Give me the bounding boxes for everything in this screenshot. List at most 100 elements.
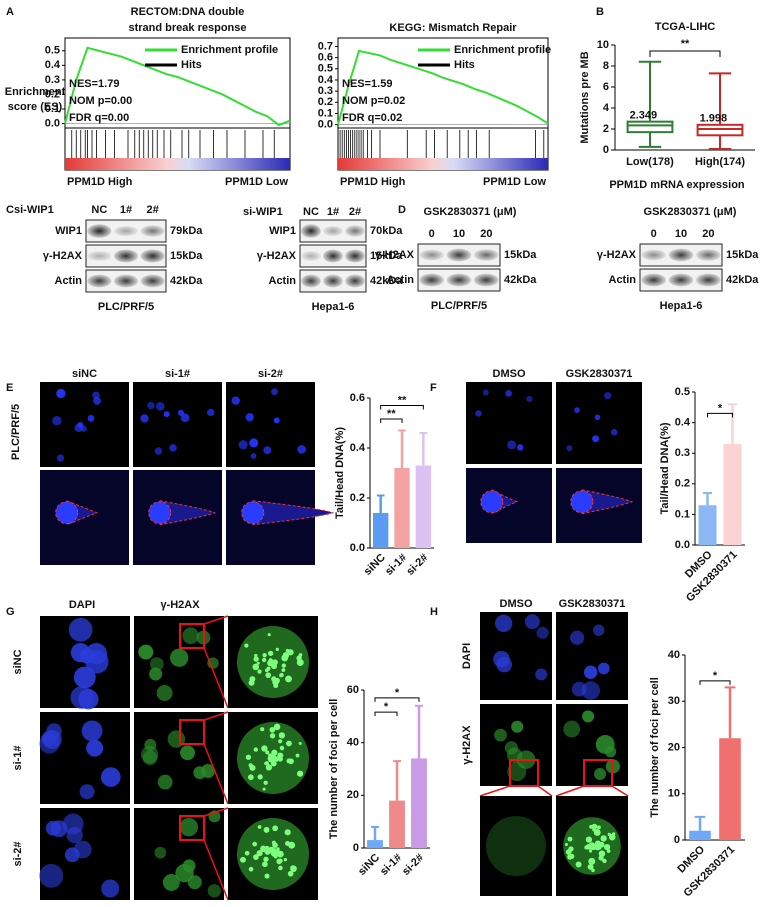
nucleus: [604, 392, 612, 400]
gradient-label: PPM1D Low: [225, 176, 288, 188]
y-tick-label: 30: [668, 695, 680, 707]
lane-label: 10: [675, 228, 687, 240]
cell-line: PLC/PRF/5: [98, 301, 154, 313]
blot-band: [301, 274, 321, 288]
annotation: NOM p=0.00: [69, 95, 132, 107]
annotation: NOM p=0.02: [342, 95, 405, 107]
y-tick-label: 0.5: [675, 386, 690, 398]
nucleus: [138, 644, 154, 660]
nucleus: [162, 873, 180, 891]
focus: [602, 858, 607, 864]
nucleus: [101, 879, 120, 898]
lane-label: 10: [453, 228, 465, 240]
y-tick-label: 0.5: [318, 63, 333, 75]
y-tick-label: 0.4: [45, 59, 61, 71]
blot-band: [446, 273, 472, 287]
focus: [279, 745, 285, 751]
y-tick-label: 0.6: [350, 392, 365, 404]
focus: [272, 825, 278, 832]
blot-title: si-WIP1: [243, 206, 283, 218]
focus: [564, 843, 568, 847]
x-tick-label: High(174): [695, 156, 745, 168]
blot-band: [474, 249, 499, 261]
focus: [260, 727, 265, 732]
y-axis-label: The number of foci per cell: [649, 677, 661, 818]
panel-label: H: [430, 606, 438, 618]
comet-tail: [159, 500, 217, 526]
focus: [286, 740, 292, 747]
significance-label: *: [713, 670, 718, 682]
x-axis-label: PPM1D mRNA expression: [609, 179, 745, 191]
y-tick-label: 2: [603, 123, 609, 135]
nucleus: [526, 395, 533, 403]
nucleus: [154, 447, 163, 455]
row-label: γ-H2AX: [597, 249, 637, 261]
zoom-box: [179, 623, 205, 649]
focus: [247, 774, 254, 781]
significance-bracket: [374, 697, 420, 702]
row-label: γ-H2AX: [375, 249, 415, 261]
nucleus: [245, 412, 254, 422]
nucleus: [207, 884, 221, 898]
focus: [240, 856, 246, 863]
focus: [275, 647, 279, 652]
focus: [262, 861, 268, 868]
blot-band: [345, 249, 365, 263]
comet-head: [55, 501, 79, 525]
y-axis-label: Tail/Head DNA(%): [659, 422, 671, 514]
focus: [283, 857, 288, 862]
significance-bracket: [649, 50, 721, 57]
nucleus: [155, 402, 165, 411]
focus: [265, 764, 273, 771]
zoom-nucleus: [486, 816, 546, 876]
panel-label: C: [6, 204, 14, 216]
nucleus: [516, 444, 524, 451]
blot-band: [114, 225, 138, 237]
y-tick-label: 0.2: [675, 478, 690, 490]
lane-label: NC: [91, 204, 107, 216]
lane-label: 1#: [120, 204, 132, 216]
focus: [567, 854, 573, 860]
blot-title: GSK2830371 (μM): [644, 206, 737, 218]
bar: [698, 505, 717, 545]
y-tick-label: 0.0: [350, 542, 365, 554]
cell-line: PLC/PRF/5: [431, 300, 487, 312]
blot-band: [87, 224, 112, 238]
median-label: 2.349: [630, 110, 658, 122]
nucleus: [570, 630, 585, 645]
size-label: 79kDa: [170, 225, 203, 237]
x-tick-label: si-2#: [400, 852, 426, 878]
nucleus: [169, 444, 177, 452]
panel-label: E: [6, 382, 13, 394]
nucleus: [85, 642, 108, 665]
focus: [267, 650, 274, 657]
micrograph: [480, 612, 552, 700]
y-tick-label: 0.2: [318, 96, 333, 108]
nucleus: [594, 768, 606, 780]
blot-band: [668, 248, 694, 262]
row-label: Actin: [55, 275, 83, 287]
y-tick-label: 8: [603, 60, 609, 72]
blot-band: [114, 274, 138, 288]
column-label: GSK2830371: [559, 598, 626, 610]
box: [696, 123, 744, 137]
nucleus: [180, 745, 195, 761]
blot-band: [419, 273, 444, 287]
focus: [298, 653, 303, 657]
y-tick-label: 0.4: [350, 442, 366, 454]
y-tick-label: 40: [347, 737, 359, 749]
nucleus: [563, 720, 581, 738]
bar: [389, 800, 405, 848]
bar: [367, 840, 383, 848]
focus: [588, 857, 596, 865]
focus: [287, 649, 294, 656]
focus: [263, 856, 269, 862]
nucleus: [271, 388, 278, 396]
focus: [265, 672, 272, 679]
focus: [587, 863, 594, 870]
focus: [612, 832, 616, 836]
focus: [298, 742, 302, 746]
legend-label: Enrichment profile: [181, 44, 278, 56]
significance-bracket: [707, 412, 733, 418]
y-tick-label: 0.4: [318, 74, 334, 86]
